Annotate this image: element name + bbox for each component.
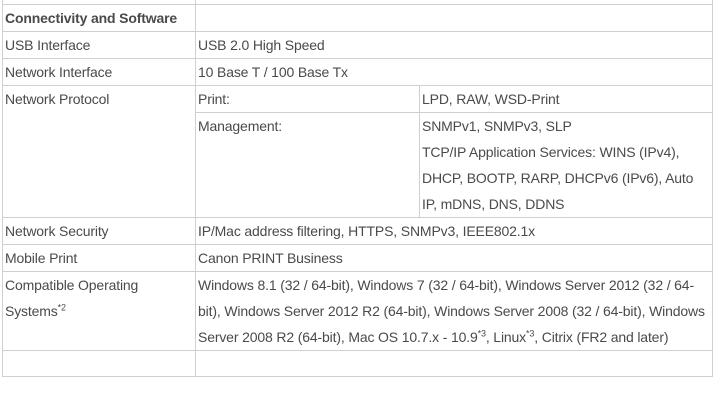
sub-value-line: TCP/IP Application Services: WINS (IPv4)… — [422, 144, 694, 212]
row-value: Canon PRINT Business — [195, 244, 713, 272]
section-header: Connectivity and Software — [2, 4, 196, 32]
footnote-ref: *3 — [526, 328, 535, 339]
sub-value-line: SNMPv1, SNMPv3, SLP — [422, 118, 572, 134]
sub-label: Print: — [196, 86, 420, 113]
sub-value: LPD, RAW, WSD-Print — [419, 86, 713, 113]
row-label: Mobile Print — [2, 244, 196, 272]
sub-label: Management: — [196, 112, 420, 217]
table-row: USB Interface USB 2.0 High Speed — [2, 31, 713, 59]
row-value: 10 Base T / 100 Base Tx — [195, 58, 713, 86]
footnote-ref: *2 — [57, 302, 66, 313]
row-label: Network Protocol — [2, 85, 196, 218]
row-label: Network Interface — [2, 58, 196, 86]
table-row: Compatible Operating Systems*2 Windows 8… — [2, 271, 713, 351]
spec-table: Connectivity and Software USB Interface … — [2, 0, 713, 377]
footnote-ref: *3 — [477, 328, 486, 339]
table-row: Network Security IP/Mac address filterin… — [2, 217, 713, 245]
row-value: USB 2.0 High Speed — [195, 31, 713, 59]
section-header-row: Connectivity and Software — [2, 4, 713, 32]
table-row: Mobile Print Canon PRINT Business — [2, 244, 713, 272]
row-label: Compatible Operating Systems*2 — [2, 271, 196, 351]
row-label: Network Security — [2, 217, 196, 245]
table-row: Network Protocol Print: LPD, RAW, WSD-Pr… — [2, 85, 713, 218]
row-value: IP/Mac address filtering, HTTPS, SNMPv3,… — [195, 217, 713, 245]
table-row: Network Interface 10 Base T / 100 Base T… — [2, 58, 713, 86]
subtable-row: Print: LPD, RAW, WSD-Print — [196, 86, 713, 113]
table-row — [2, 350, 713, 377]
subtable-row: Management: SNMPv1, SNMPv3, SLP TCP/IP A… — [196, 112, 713, 217]
row-label: USB Interface — [2, 31, 196, 59]
protocol-subtable: Print: LPD, RAW, WSD-Print Management: S… — [196, 86, 713, 217]
row-value: Windows 8.1 (32 / 64-bit), Windows 7 (32… — [195, 271, 713, 351]
